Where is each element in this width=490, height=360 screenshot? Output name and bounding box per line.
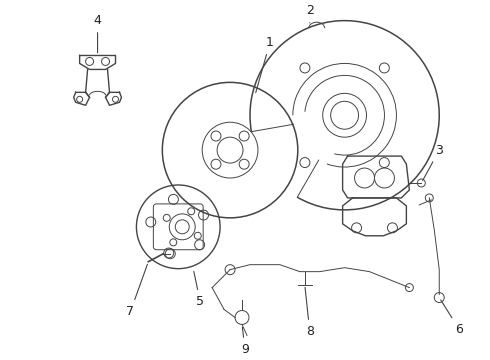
Text: 6: 6 <box>441 300 463 336</box>
Text: 7: 7 <box>126 264 147 318</box>
Text: 3: 3 <box>423 144 443 181</box>
Text: 4: 4 <box>94 14 101 53</box>
Text: 2: 2 <box>306 4 314 23</box>
Text: 9: 9 <box>241 327 249 356</box>
Text: 8: 8 <box>305 287 314 338</box>
Text: 5: 5 <box>194 271 204 308</box>
Text: 1: 1 <box>256 36 274 93</box>
